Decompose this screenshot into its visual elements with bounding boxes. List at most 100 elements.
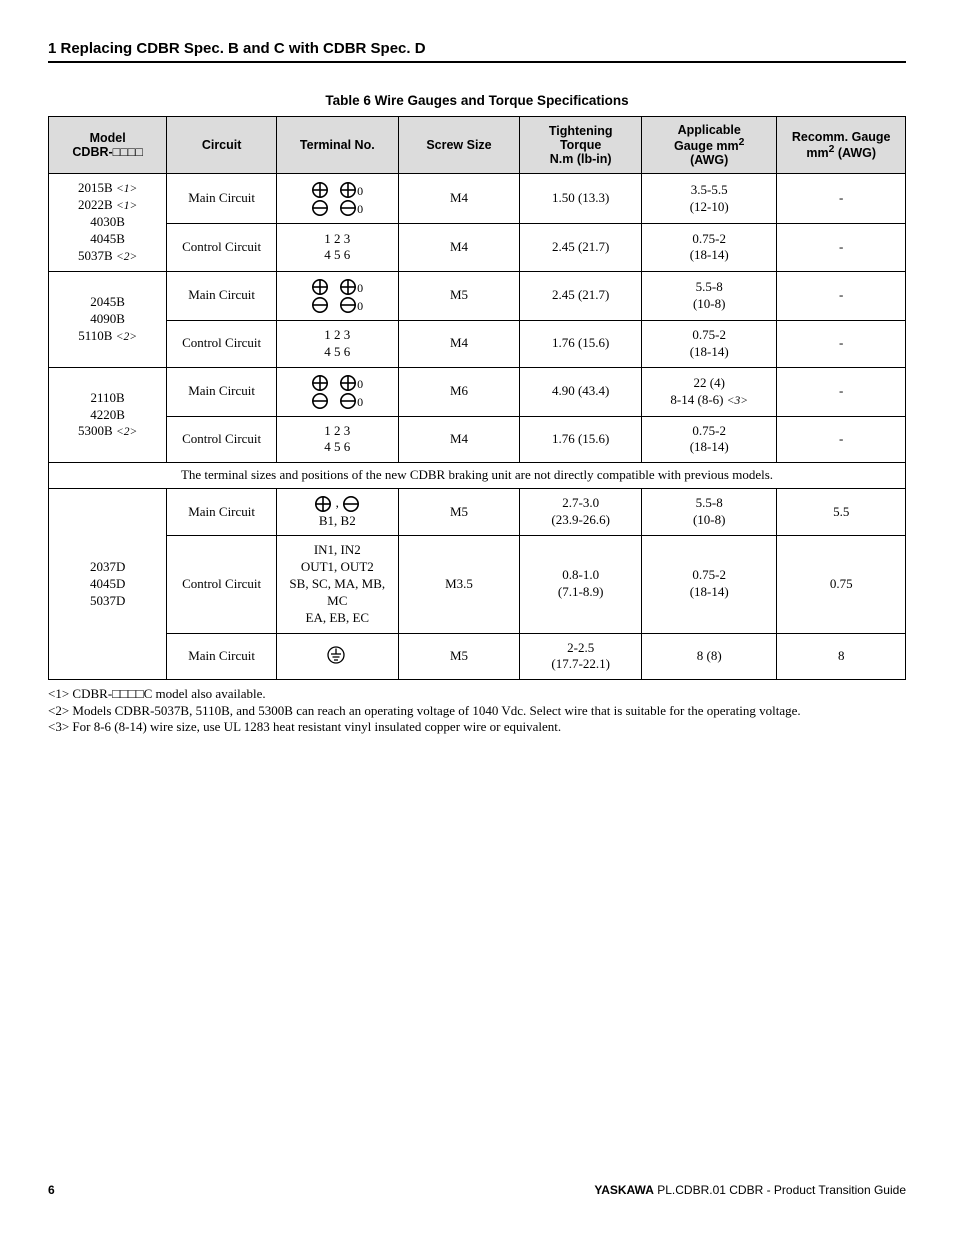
screw-cell: M5 <box>398 271 520 320</box>
terminal-cell: 0 0 <box>276 367 398 416</box>
circuit-cell: Main Circuit <box>167 489 277 536</box>
model-line: 5300B <2> <box>78 423 137 438</box>
model-line: 4045D <box>90 576 125 591</box>
col-circuit: Circuit <box>167 117 277 174</box>
recomm-cell: 5.5 <box>777 489 906 536</box>
recomm-cell: - <box>777 367 906 416</box>
model-line: 2022B <1> <box>78 197 137 212</box>
gauge-cell: 0.75-2(18-14) <box>642 224 777 272</box>
ground-icon <box>327 646 347 666</box>
gauge-cell: 5.5-8(10-8) <box>642 271 777 320</box>
screw-cell: M4 <box>398 174 520 224</box>
circuit-cell: Control Circuit <box>167 224 277 272</box>
screw-cell: M6 <box>398 367 520 416</box>
minus-icon <box>311 199 329 217</box>
plus-icon <box>339 278 357 296</box>
col-torque: TighteningTorqueN.m (lb-in) <box>520 117 642 174</box>
torque-cell: 1.76 (15.6) <box>520 416 642 463</box>
terminal-cell: 0 0 <box>276 174 398 224</box>
torque-cell: 2-2.5(17.7-22.1) <box>520 633 642 680</box>
terminal-cell: , B1, B2 <box>276 489 398 536</box>
note-cell: The terminal sizes and positions of the … <box>49 463 906 489</box>
table-row: Control Circuit IN1, IN2OUT1, OUT2SB, SC… <box>49 536 906 633</box>
torque-cell: 2.7-3.0(23.9-26.6) <box>520 489 642 536</box>
model-line: 2015B <1> <box>78 180 137 195</box>
model-line: 5037D <box>90 593 125 608</box>
model-cell: 2110B 4220B 5300B <2> <box>49 367 167 463</box>
torque-cell: 2.45 (21.7) <box>520 271 642 320</box>
plus-icon <box>339 181 357 199</box>
table-row: Control Circuit 1 2 34 5 6 M4 1.76 (15.6… <box>49 320 906 367</box>
torque-cell: 1.50 (13.3) <box>520 174 642 224</box>
torque-cell: 1.76 (15.6) <box>520 320 642 367</box>
model-line: 2110B <box>91 390 125 405</box>
gauge-cell: 0.75-2(18-14) <box>642 536 777 633</box>
screw-cell: M4 <box>398 224 520 272</box>
model-cell: 2045B 4090B 5110B <2> <box>49 271 167 367</box>
footnote: <3> For 8-6 (8-14) wire size, use UL 128… <box>48 719 906 735</box>
model-line: 5037B <2> <box>78 248 137 263</box>
model-line: 4090B <box>90 311 125 326</box>
plus-icon <box>311 181 329 199</box>
gauge-cell: 8 (8) <box>642 633 777 680</box>
recomm-cell: - <box>777 271 906 320</box>
footnote: <1> CDBR-□□□□C model also available. <box>48 686 906 702</box>
plus-icon <box>339 374 357 392</box>
model-line: 4030B <box>90 214 125 229</box>
table-row: 2037D 4045D 5037D Main Circuit , B1, B2 … <box>49 489 906 536</box>
torque-cell: 0.8-1.0(7.1-8.9) <box>520 536 642 633</box>
table-row: Control Circuit 1 2 34 5 6 M4 2.45 (21.7… <box>49 224 906 272</box>
recomm-cell: 8 <box>777 633 906 680</box>
recomm-cell: - <box>777 416 906 463</box>
page-footer: 6 YASKAWA PL.CDBR.01 CDBR - Product Tran… <box>48 1183 906 1197</box>
terminal-cell <box>276 633 398 680</box>
table-row: Main Circuit M5 2-2.5(17.7-22.1) 8 (8) 8 <box>49 633 906 680</box>
footnote: <2> Models CDBR-5037B, 5110B, and 5300B … <box>48 703 906 719</box>
plus-icon <box>311 374 329 392</box>
model-line: 2037D <box>90 559 125 574</box>
doc-id: YASKAWA PL.CDBR.01 CDBR - Product Transi… <box>594 1183 906 1197</box>
table-note-row: The terminal sizes and positions of the … <box>49 463 906 489</box>
page-number: 6 <box>48 1183 55 1197</box>
table-caption: Table 6 Wire Gauges and Torque Specifica… <box>48 93 906 108</box>
table-row: 2015B <1> 2022B <1> 4030B 4045B 5037B <2… <box>49 174 906 224</box>
terminal-cell: 1 2 34 5 6 <box>276 416 398 463</box>
plus-icon <box>311 278 329 296</box>
table-row: 2045B 4090B 5110B <2> Main Circuit 0 0 M… <box>49 271 906 320</box>
model-line: 5110B <2> <box>78 328 137 343</box>
recomm-cell: - <box>777 224 906 272</box>
terminal-cell: IN1, IN2OUT1, OUT2SB, SC, MA, MB, MCEA, … <box>276 536 398 633</box>
col-gauge: ApplicableGauge mm2(AWG) <box>642 117 777 174</box>
circuit-cell: Control Circuit <box>167 320 277 367</box>
footnotes: <1> CDBR-□□□□C model also available. <2>… <box>48 686 906 735</box>
col-recomm: Recomm. Gaugemm2 (AWG) <box>777 117 906 174</box>
terminal-cell: 0 0 <box>276 271 398 320</box>
circuit-cell: Main Circuit <box>167 174 277 224</box>
doc-title: PL.CDBR.01 CDBR - Product Transition Gui… <box>654 1183 906 1197</box>
terminal-cell: 1 2 34 5 6 <box>276 224 398 272</box>
circuit-cell: Control Circuit <box>167 416 277 463</box>
minus-icon <box>311 392 329 410</box>
screw-cell: M5 <box>398 633 520 680</box>
plus-icon <box>314 495 332 513</box>
col-terminal: Terminal No. <box>276 117 398 174</box>
screw-cell: M5 <box>398 489 520 536</box>
gauge-cell: 0.75-2(18-14) <box>642 416 777 463</box>
screw-cell: M3.5 <box>398 536 520 633</box>
model-line: 2045B <box>90 294 125 309</box>
recomm-cell: - <box>777 320 906 367</box>
recomm-cell: 0.75 <box>777 536 906 633</box>
minus-icon <box>339 392 357 410</box>
recomm-cell: - <box>777 174 906 224</box>
model-cell: 2015B <1> 2022B <1> 4030B 4045B 5037B <2… <box>49 174 167 272</box>
brand: YASKAWA <box>594 1183 654 1197</box>
section-heading: 1 Replacing CDBR Spec. B and C with CDBR… <box>48 40 906 63</box>
circuit-cell: Main Circuit <box>167 367 277 416</box>
gauge-cell: 0.75-2(18-14) <box>642 320 777 367</box>
minus-icon <box>339 296 357 314</box>
minus-icon <box>311 296 329 314</box>
col-screw: Screw Size <box>398 117 520 174</box>
minus-icon <box>339 199 357 217</box>
circuit-cell: Main Circuit <box>167 633 277 680</box>
gauge-cell: 3.5-5.5(12-10) <box>642 174 777 224</box>
